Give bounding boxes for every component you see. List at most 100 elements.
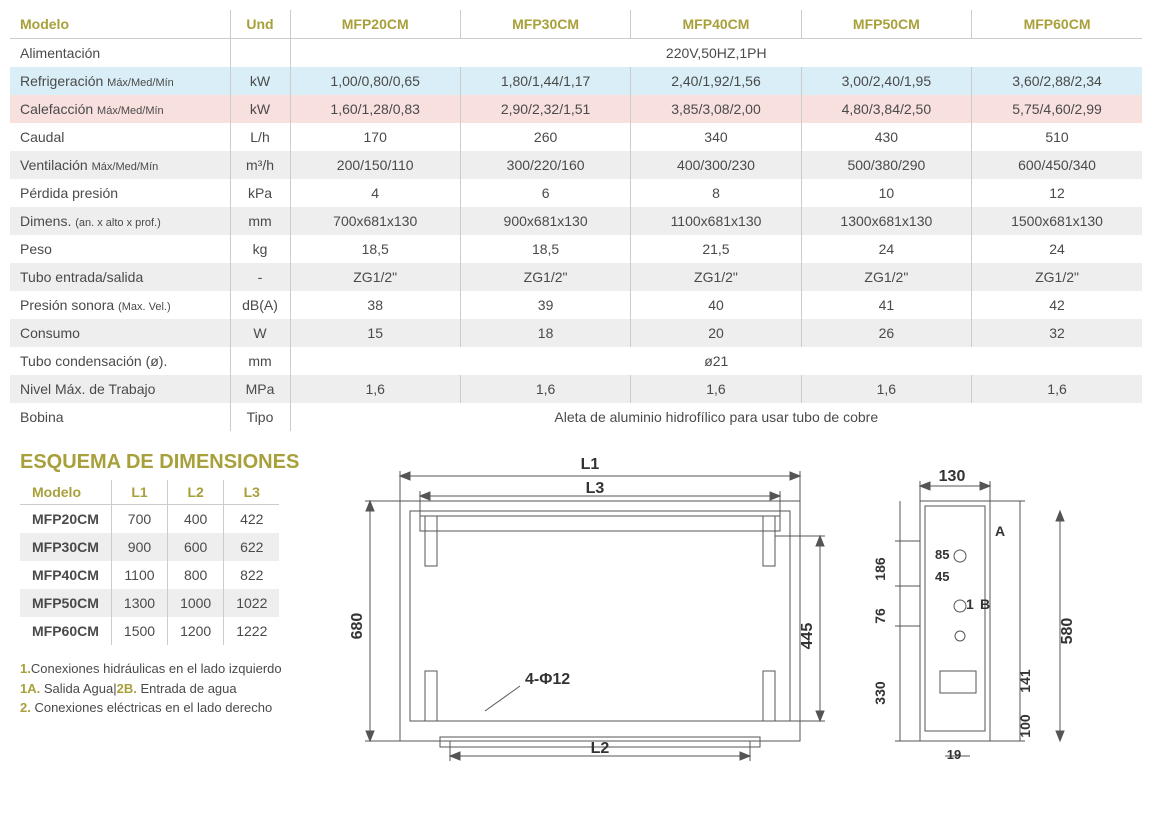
spec-unit: -	[230, 263, 290, 291]
spec-row: Pesokg18,518,521,52424	[10, 235, 1142, 263]
spec-value: 8	[631, 179, 801, 207]
spec-value: 26	[801, 319, 971, 347]
dims-value: 1022	[224, 589, 280, 617]
svg-text:A: A	[995, 523, 1005, 539]
spec-value: 18,5	[460, 235, 630, 263]
spec-label: Tubo entrada/salida	[10, 263, 230, 291]
spec-unit: MPa	[230, 375, 290, 403]
spec-value: 15	[290, 319, 460, 347]
hdr-col1: MFP30CM	[460, 10, 630, 39]
spec-value: 32	[972, 319, 1142, 347]
spec-value: 10	[801, 179, 971, 207]
svg-text:1: 1	[966, 596, 974, 612]
dims-model: MFP60CM	[20, 617, 111, 645]
spec-row: Tubo condensación (ø).mmø21	[10, 347, 1142, 375]
dims-model: MFP40CM	[20, 561, 111, 589]
dims-row: MFP20CM700400422	[20, 505, 279, 534]
spec-label: Dimens. (an. x alto x prof.)	[10, 207, 230, 235]
spec-row: Calefacción Máx/Med/MínkW1,60/1,28/0,832…	[10, 95, 1142, 123]
dims-value: 400	[168, 505, 224, 534]
spec-row: Ventilación Máx/Med/Mínm³/h200/150/11030…	[10, 151, 1142, 179]
spec-label: Alimentación	[10, 39, 230, 68]
spec-value: 3,85/3,08/2,00	[631, 95, 801, 123]
spec-unit: kPa	[230, 179, 290, 207]
dims-value: 700	[111, 505, 167, 534]
spec-value: 400/300/230	[631, 151, 801, 179]
spec-label: Caudal	[10, 123, 230, 151]
svg-text:580: 580	[1059, 618, 1076, 645]
spec-value: ZG1/2"	[631, 263, 801, 291]
dims-hdr-l3: L3	[224, 480, 280, 505]
spec-unit: mm	[230, 207, 290, 235]
spec-value: 42	[972, 291, 1142, 319]
dims-value: 900	[111, 533, 167, 561]
spec-value: 21,5	[631, 235, 801, 263]
svg-text:45: 45	[935, 569, 949, 584]
svg-text:445: 445	[799, 623, 816, 650]
spec-value: 300/220/160	[460, 151, 630, 179]
spec-value: 24	[801, 235, 971, 263]
svg-text:L3: L3	[586, 480, 605, 497]
dims-row: MFP40CM1100800822	[20, 561, 279, 589]
spec-value: 1500x681x130	[972, 207, 1142, 235]
notes: 1.Conexiones hidráulicas en el lado izqu…	[20, 659, 340, 718]
dims-value: 622	[224, 533, 280, 561]
spec-value: 900x681x130	[460, 207, 630, 235]
spec-label: Peso	[10, 235, 230, 263]
spec-value: 39	[460, 291, 630, 319]
spec-value: 600/450/340	[972, 151, 1142, 179]
spec-unit	[230, 39, 290, 68]
spec-value: 700x681x130	[290, 207, 460, 235]
dims-value: 600	[168, 533, 224, 561]
spec-value: 38	[290, 291, 460, 319]
spec-value: 3,00/2,40/1,95	[801, 67, 971, 95]
spec-row: Dimens. (an. x alto x prof.)mm700x681x13…	[10, 207, 1142, 235]
spec-label: Consumo	[10, 319, 230, 347]
dims-value: 422	[224, 505, 280, 534]
dims-hdr-l2: L2	[168, 480, 224, 505]
spec-row: Alimentación 220V,50HZ,1PH	[10, 39, 1142, 68]
hdr-col0: MFP20CM	[290, 10, 460, 39]
spec-value: 20	[631, 319, 801, 347]
spec-value-span: ø21	[290, 347, 1142, 375]
dims-value: 1000	[168, 589, 224, 617]
dims-value: 1100	[111, 561, 167, 589]
spec-label: Ventilación Máx/Med/Mín	[10, 151, 230, 179]
spec-value: 18,5	[290, 235, 460, 263]
spec-unit: m³/h	[230, 151, 290, 179]
spec-label: Pérdida presión	[10, 179, 230, 207]
svg-text:85: 85	[935, 547, 949, 562]
svg-text:76: 76	[872, 608, 888, 624]
spec-label: Bobina	[10, 403, 230, 431]
dims-hdr-l1: L1	[111, 480, 167, 505]
spec-value: 18	[460, 319, 630, 347]
spec-row: Nivel Máx. de TrabajoMPa1,61,61,61,61,6	[10, 375, 1142, 403]
spec-header-row: Modelo Und MFP20CM MFP30CM MFP40CM MFP50…	[10, 10, 1142, 39]
spec-value-span: Aleta de aluminio hidrofílico para usar …	[290, 403, 1142, 431]
svg-text:186: 186	[872, 557, 888, 581]
spec-value: 170	[290, 123, 460, 151]
spec-row: Refrigeración Máx/Med/MínkW1,00/0,80/0,6…	[10, 67, 1142, 95]
spec-value: 24	[972, 235, 1142, 263]
hdr-col3: MFP50CM	[801, 10, 971, 39]
spec-table: Modelo Und MFP20CM MFP30CM MFP40CM MFP50…	[10, 10, 1142, 431]
spec-value: 5,75/4,60/2,99	[972, 95, 1142, 123]
dims-value: 1222	[224, 617, 280, 645]
dims-row: MFP50CM130010001022	[20, 589, 279, 617]
spec-unit: kg	[230, 235, 290, 263]
dimension-diagram: L1 L3 L2 680 445 4-Φ12 130 580 A B 1 85 …	[340, 431, 1142, 764]
spec-unit: W	[230, 319, 290, 347]
svg-text:L2: L2	[591, 740, 610, 757]
spec-label: Presión sonora (Max. Vel.)	[10, 291, 230, 319]
spec-row: BobinaTipoAleta de aluminio hidrofílico …	[10, 403, 1142, 431]
spec-row: CaudalL/h170260340430510	[10, 123, 1142, 151]
svg-text:100: 100	[1017, 714, 1033, 738]
dims-model: MFP30CM	[20, 533, 111, 561]
svg-text:B: B	[980, 596, 990, 612]
spec-value: 3,60/2,88/2,34	[972, 67, 1142, 95]
spec-value: ZG1/2"	[290, 263, 460, 291]
spec-unit: dB(A)	[230, 291, 290, 319]
spec-value-span: 220V,50HZ,1PH	[290, 39, 1142, 68]
spec-value: 430	[801, 123, 971, 151]
spec-value: 1,6	[631, 375, 801, 403]
